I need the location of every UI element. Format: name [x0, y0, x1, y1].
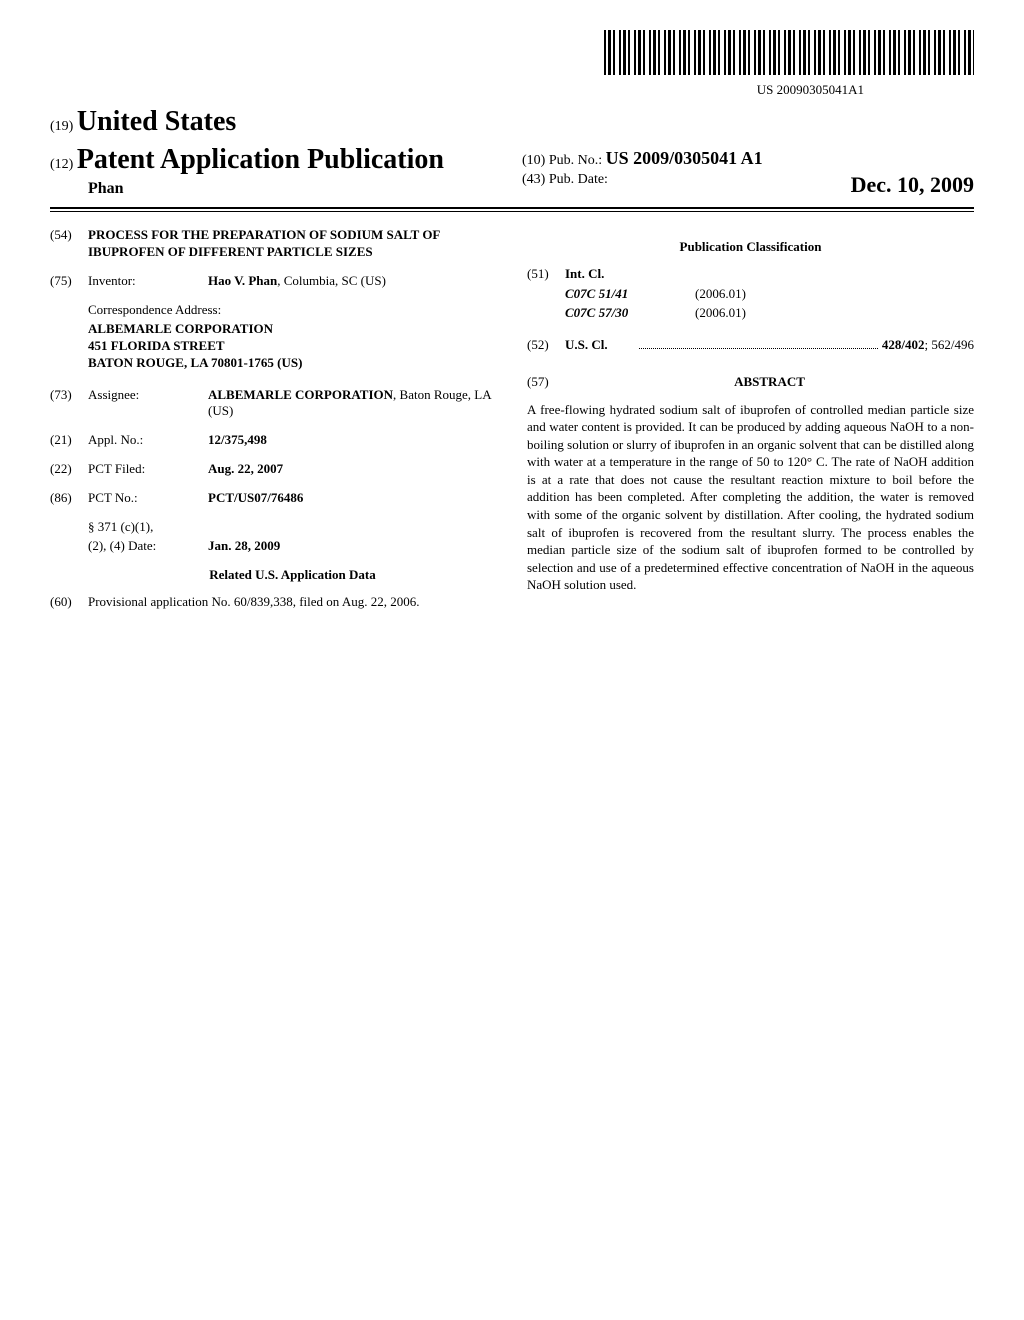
- assignee-label: Assignee:: [88, 387, 208, 404]
- pct-filed-row: (22) PCT Filed: Aug. 22, 2007: [50, 461, 497, 478]
- assignee-name: ALBEMARLE CORPORATION: [208, 387, 393, 402]
- int-cl-2-code: C07C 57/30: [565, 305, 695, 322]
- int-cl-item-1: C07C 51/41 (2006.01): [565, 286, 974, 303]
- inventor-label: Inventor:: [88, 273, 208, 290]
- appl-no-value: 12/375,498: [208, 432, 497, 449]
- pub-date-value: Dec. 10, 2009: [851, 171, 974, 200]
- country-name: United States: [77, 106, 236, 137]
- abstract-header-row: (57) ABSTRACT: [527, 374, 974, 391]
- header-right: (10) Pub. No.: US 2009/0305041 A1 (43) P…: [502, 147, 974, 199]
- pct-no-code: (86): [50, 490, 88, 507]
- barcode-section: US 20090305041A1: [50, 30, 974, 99]
- abstract-text: A free-flowing hydrated sodium salt of i…: [527, 401, 974, 594]
- pct-no-row: (86) PCT No.: PCT/US07/76486: [50, 490, 497, 507]
- pct-filed-label: PCT Filed:: [88, 461, 208, 478]
- appl-no-label: Appl. No.:: [88, 432, 208, 449]
- inventor-code: (75): [50, 273, 88, 290]
- header-left: (19) United States (12) Patent Applicati…: [50, 104, 502, 200]
- sect-371-row: § 371 (c)(1),: [50, 519, 497, 536]
- pub-class-header: Publication Classification: [527, 239, 974, 256]
- correspondence-line-2: 451 FLORIDA STREET: [88, 338, 497, 355]
- pub-date-label: Pub. Date:: [549, 172, 608, 187]
- sect-371-date-label: (2), (4) Date:: [88, 538, 208, 555]
- country-line: (19) United States: [50, 104, 502, 140]
- us-cl-row: (52) U.S. Cl. 428/402; 562/496: [527, 337, 974, 354]
- title-code: (54): [50, 227, 88, 244]
- provisional-text: Provisional application No. 60/839,338, …: [88, 594, 497, 611]
- dotted-leader: [639, 338, 878, 349]
- pct-filed-code: (22): [50, 461, 88, 478]
- assignee-row: (73) Assignee: ALBEMARLE CORPORATION, Ba…: [50, 387, 497, 421]
- int-cl-1-code: C07C 51/41: [565, 286, 695, 303]
- pub-date-line: (43) Pub. Date: Dec. 10, 2009: [522, 171, 974, 189]
- pub-type: Patent Application Publication: [77, 144, 444, 175]
- correspondence-block: Correspondence Address: ALBEMARLE CORPOR…: [88, 302, 497, 372]
- related-header: Related U.S. Application Data: [88, 567, 497, 584]
- us-cl-values: 428/402; 562/496: [882, 337, 974, 354]
- us-cl-dots: 428/402; 562/496: [635, 337, 974, 354]
- country-code: (19): [50, 119, 73, 134]
- header-divider: [50, 211, 974, 212]
- correspondence-line-1: ALBEMARLE CORPORATION: [88, 321, 497, 338]
- int-cl-row: (51) Int. Cl.: [527, 266, 974, 283]
- us-cl-main: 428/402: [882, 337, 925, 352]
- content-columns: (54) PROCESS FOR THE PREPARATION OF SODI…: [50, 227, 974, 622]
- pub-no-code: (10): [522, 153, 545, 168]
- inventor-loc: , Columbia, SC (US): [277, 273, 386, 288]
- pub-date-code: (43): [522, 172, 545, 187]
- author-line: Phan: [50, 179, 502, 200]
- int-cl-2-date: (2006.01): [695, 305, 746, 322]
- correspondence-label: Correspondence Address:: [88, 302, 497, 319]
- inventor-name: Hao V. Phan: [208, 273, 277, 288]
- sect-371-date-value: Jan. 28, 2009: [208, 538, 497, 555]
- pct-no-label: PCT No.:: [88, 490, 208, 507]
- int-cl-item-2: C07C 57/30 (2006.01): [565, 305, 974, 322]
- document-header: (19) United States (12) Patent Applicati…: [50, 104, 974, 210]
- pub-type-line: (12) Patent Application Publication: [50, 142, 502, 178]
- barcode-image: [604, 30, 974, 75]
- us-cl-label: U.S. Cl.: [565, 337, 635, 354]
- pub-no-value: US 2009/0305041 A1: [606, 148, 763, 168]
- appl-no-row: (21) Appl. No.: 12/375,498: [50, 432, 497, 449]
- title-row: (54) PROCESS FOR THE PREPARATION OF SODI…: [50, 227, 497, 261]
- pub-no-line: (10) Pub. No.: US 2009/0305041 A1: [522, 147, 974, 170]
- assignee-value: ALBEMARLE CORPORATION, Baton Rouge, LA (…: [208, 387, 497, 421]
- title-text: PROCESS FOR THE PREPARATION OF SODIUM SA…: [88, 227, 497, 261]
- pub-no-label: Pub. No.:: [549, 153, 602, 168]
- int-cl-label: Int. Cl.: [565, 266, 635, 283]
- us-cl-code: (52): [527, 337, 565, 354]
- pct-filed-value: Aug. 22, 2007: [208, 461, 497, 478]
- right-column: Publication Classification (51) Int. Cl.…: [527, 227, 974, 622]
- provisional-code: (60): [50, 594, 88, 611]
- pub-type-code: (12): [50, 157, 73, 172]
- us-cl-rest: ; 562/496: [925, 337, 974, 352]
- pct-no-value: PCT/US07/76486: [208, 490, 497, 507]
- left-column: (54) PROCESS FOR THE PREPARATION OF SODI…: [50, 227, 497, 622]
- provisional-row: (60) Provisional application No. 60/839,…: [50, 594, 497, 611]
- abstract-label: ABSTRACT: [565, 374, 974, 391]
- int-cl-1-date: (2006.01): [695, 286, 746, 303]
- inventor-row: (75) Inventor: Hao V. Phan, Columbia, SC…: [50, 273, 497, 290]
- assignee-code: (73): [50, 387, 88, 404]
- barcode-text: US 20090305041A1: [50, 82, 974, 99]
- sect-371-text: § 371 (c)(1),: [88, 519, 497, 536]
- int-cl-code: (51): [527, 266, 565, 283]
- inventor-value: Hao V. Phan, Columbia, SC (US): [208, 273, 497, 290]
- correspondence-line-3: BATON ROUGE, LA 70801-1765 (US): [88, 355, 497, 372]
- sect-371-date-row: (2), (4) Date: Jan. 28, 2009: [50, 538, 497, 555]
- appl-no-code: (21): [50, 432, 88, 449]
- abstract-code: (57): [527, 374, 565, 391]
